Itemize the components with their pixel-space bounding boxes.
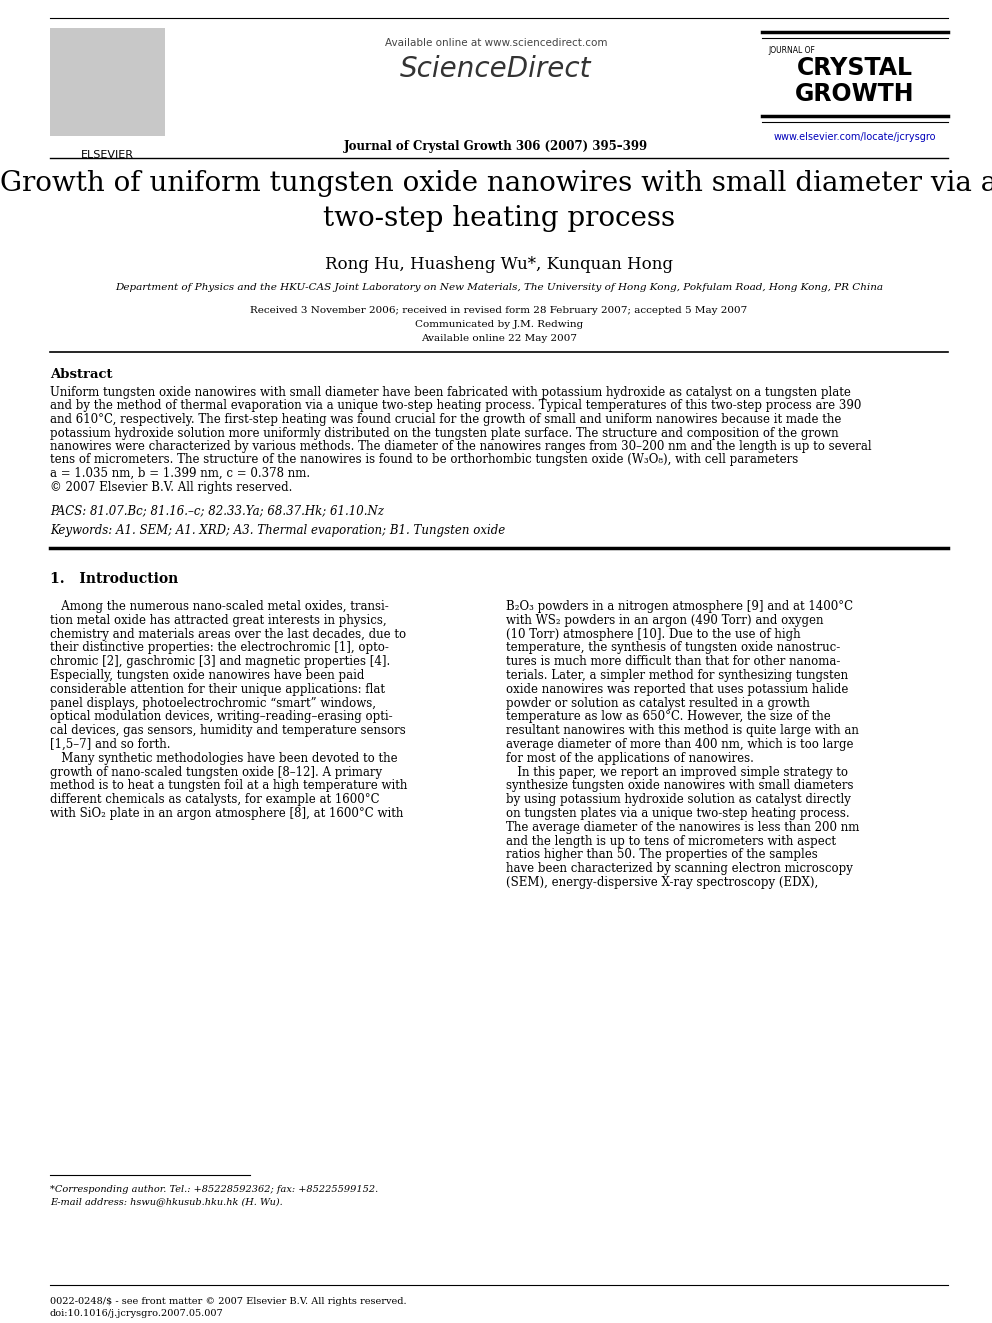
Text: Abstract: Abstract (50, 368, 112, 381)
Text: B₂O₃ powders in a nitrogen atmosphere [9] and at 1400°C: B₂O₃ powders in a nitrogen atmosphere [9… (506, 601, 853, 613)
Text: ScienceDirect: ScienceDirect (400, 56, 592, 83)
Text: Uniform tungsten oxide nanowires with small diameter have been fabricated with p: Uniform tungsten oxide nanowires with sm… (50, 386, 851, 400)
Text: tion metal oxide has attracted great interests in physics,: tion metal oxide has attracted great int… (50, 614, 387, 627)
Text: doi:10.1016/j.jcrysgro.2007.05.007: doi:10.1016/j.jcrysgro.2007.05.007 (50, 1308, 224, 1318)
Text: cal devices, gas sensors, humidity and temperature sensors: cal devices, gas sensors, humidity and t… (50, 724, 406, 737)
Text: different chemicals as catalysts, for example at 1600°C: different chemicals as catalysts, for ex… (50, 794, 380, 806)
Text: by using potassium hydroxide solution as catalyst directly: by using potassium hydroxide solution as… (506, 794, 851, 806)
Text: powder or solution as catalyst resulted in a growth: powder or solution as catalyst resulted … (506, 697, 809, 709)
Text: 1.   Introduction: 1. Introduction (50, 572, 179, 586)
Text: growth of nano-scaled tungsten oxide [8–12]. A primary: growth of nano-scaled tungsten oxide [8–… (50, 766, 382, 779)
Text: Communicated by J.M. Redwing: Communicated by J.M. Redwing (415, 320, 583, 329)
Text: Department of Physics and the HKU-CAS Joint Laboratory on New Materials, The Uni: Department of Physics and the HKU-CAS Jo… (115, 283, 883, 292)
Text: Especially, tungsten oxide nanowires have been paid: Especially, tungsten oxide nanowires hav… (50, 669, 364, 681)
Text: and 610°C, respectively. The first-step heating was found crucial for the growth: and 610°C, respectively. The first-step … (50, 413, 841, 426)
Text: oxide nanowires was reported that uses potassium halide: oxide nanowires was reported that uses p… (506, 683, 848, 696)
Text: In this paper, we report an improved simple strategy to: In this paper, we report an improved sim… (506, 766, 848, 779)
Text: temperature, the synthesis of tungsten oxide nanostruc-: temperature, the synthesis of tungsten o… (506, 642, 840, 655)
Text: with SiO₂ plate in an argon atmosphere [8], at 1600°C with: with SiO₂ plate in an argon atmosphere [… (50, 807, 404, 820)
Bar (50, 28, 165, 136)
Text: JOURNAL OF: JOURNAL OF (768, 46, 814, 56)
Text: panel displays, photoelectrochromic “smart” windows,: panel displays, photoelectrochromic “sma… (50, 697, 376, 709)
Text: © 2007 Elsevier B.V. All rights reserved.: © 2007 Elsevier B.V. All rights reserved… (50, 480, 293, 493)
Text: two-step heating process: two-step heating process (323, 205, 676, 232)
Text: have been characterized by scanning electron microscopy: have been characterized by scanning elec… (506, 863, 853, 876)
Text: PACS: 81.07.Bc; 81.16.–c; 82.33.Ya; 68.37.Hk; 61.10.Nz: PACS: 81.07.Bc; 81.16.–c; 82.33.Ya; 68.3… (50, 504, 384, 517)
Text: Among the numerous nano-scaled metal oxides, transi-: Among the numerous nano-scaled metal oxi… (50, 601, 389, 613)
Text: and by the method of thermal evaporation via a unique two-step heating process. : and by the method of thermal evaporation… (50, 400, 861, 413)
Text: Journal of Crystal Growth 306 (2007) 395–399: Journal of Crystal Growth 306 (2007) 395… (344, 140, 648, 153)
Text: *Corresponding author. Tel.: +85228592362; fax: +85225599152.: *Corresponding author. Tel.: +8522859236… (50, 1185, 378, 1193)
Text: average diameter of more than 400 nm, which is too large: average diameter of more than 400 nm, wh… (506, 738, 853, 751)
Text: CRYSTAL: CRYSTAL (797, 56, 913, 79)
Text: terials. Later, a simpler method for synthesizing tungsten: terials. Later, a simpler method for syn… (506, 669, 848, 681)
Text: The average diameter of the nanowires is less than 200 nm: The average diameter of the nanowires is… (506, 820, 859, 833)
Text: resultant nanowires with this method is quite large with an: resultant nanowires with this method is … (506, 724, 859, 737)
Text: Growth of uniform tungsten oxide nanowires with small diameter via a: Growth of uniform tungsten oxide nanowir… (0, 169, 992, 197)
Text: 0022-0248/$ - see front matter © 2007 Elsevier B.V. All rights reserved.: 0022-0248/$ - see front matter © 2007 El… (50, 1297, 407, 1306)
Text: temperature as low as 650°C. However, the size of the: temperature as low as 650°C. However, th… (506, 710, 830, 724)
Text: tens of micrometers. The structure of the nanowires is found to be orthorhombic : tens of micrometers. The structure of th… (50, 454, 799, 467)
Text: considerable attention for their unique applications: flat: considerable attention for their unique … (50, 683, 385, 696)
Text: synthesize tungsten oxide nanowires with small diameters: synthesize tungsten oxide nanowires with… (506, 779, 853, 792)
Text: method is to heat a tungsten foil at a high temperature with: method is to heat a tungsten foil at a h… (50, 779, 408, 792)
Text: a = 1.035 nm, b = 1.399 nm, c = 0.378 nm.: a = 1.035 nm, b = 1.399 nm, c = 0.378 nm… (50, 467, 310, 480)
Text: chromic [2], gaschromic [3] and magnetic properties [4].: chromic [2], gaschromic [3] and magnetic… (50, 655, 390, 668)
Text: Many synthetic methodologies have been devoted to the: Many synthetic methodologies have been d… (50, 751, 398, 765)
Text: www.elsevier.com/locate/jcrysgro: www.elsevier.com/locate/jcrysgro (774, 132, 936, 142)
Text: on tungsten plates via a unique two-step heating process.: on tungsten plates via a unique two-step… (506, 807, 849, 820)
Text: potassium hydroxide solution more uniformly distributed on the tungsten plate su: potassium hydroxide solution more unifor… (50, 426, 838, 439)
Text: for most of the applications of nanowires.: for most of the applications of nanowire… (506, 751, 754, 765)
Text: their distinctive properties: the electrochromic [1], opto-: their distinctive properties: the electr… (50, 642, 389, 655)
Text: optical modulation devices, writing–reading–erasing opti-: optical modulation devices, writing–read… (50, 710, 393, 724)
Text: E-mail address: hswu@hkusub.hku.hk (H. Wu).: E-mail address: hswu@hkusub.hku.hk (H. W… (50, 1197, 283, 1207)
Text: Available online 22 May 2007: Available online 22 May 2007 (421, 333, 577, 343)
Text: Available online at www.sciencedirect.com: Available online at www.sciencedirect.co… (385, 38, 607, 48)
Text: Keywords: A1. SEM; A1. XRD; A3. Thermal evaporation; B1. Tungsten oxide: Keywords: A1. SEM; A1. XRD; A3. Thermal … (50, 524, 505, 537)
Text: ELSEVIER: ELSEVIER (81, 149, 134, 160)
Text: tures is much more difficult than that for other nanoma-: tures is much more difficult than that f… (506, 655, 840, 668)
Text: ratios higher than 50. The properties of the samples: ratios higher than 50. The properties of… (506, 848, 817, 861)
Text: nanowires were characterized by various methods. The diameter of the nanowires r: nanowires were characterized by various … (50, 441, 872, 452)
Text: Received 3 November 2006; received in revised form 28 February 2007; accepted 5 : Received 3 November 2006; received in re… (250, 306, 748, 315)
Text: and the length is up to tens of micrometers with aspect: and the length is up to tens of micromet… (506, 835, 836, 848)
Text: (SEM), energy-dispersive X-ray spectroscopy (EDX),: (SEM), energy-dispersive X-ray spectrosc… (506, 876, 818, 889)
Text: chemistry and materials areas over the last decades, due to: chemistry and materials areas over the l… (50, 627, 406, 640)
Text: with WS₂ powders in an argon (490 Torr) and oxygen: with WS₂ powders in an argon (490 Torr) … (506, 614, 823, 627)
Text: Rong Hu, Huasheng Wu*, Kunquan Hong: Rong Hu, Huasheng Wu*, Kunquan Hong (325, 255, 673, 273)
Text: (10 Torr) atmosphere [10]. Due to the use of high: (10 Torr) atmosphere [10]. Due to the us… (506, 627, 801, 640)
Text: GROWTH: GROWTH (796, 82, 915, 106)
Text: [1,5–7] and so forth.: [1,5–7] and so forth. (50, 738, 171, 751)
